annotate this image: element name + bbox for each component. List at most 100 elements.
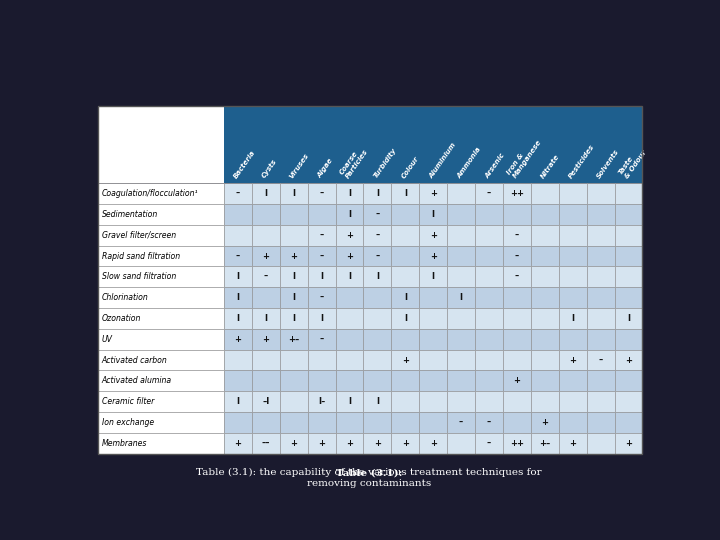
FancyBboxPatch shape: [224, 225, 252, 246]
FancyBboxPatch shape: [224, 329, 252, 349]
Text: ––: ––: [261, 438, 270, 448]
FancyBboxPatch shape: [336, 204, 364, 225]
Text: l: l: [571, 314, 574, 323]
FancyBboxPatch shape: [252, 329, 279, 349]
FancyBboxPatch shape: [447, 204, 475, 225]
Text: +: +: [346, 231, 353, 240]
Text: l–: l–: [318, 397, 325, 406]
FancyBboxPatch shape: [224, 308, 252, 329]
FancyBboxPatch shape: [364, 266, 392, 287]
FancyBboxPatch shape: [364, 329, 392, 349]
Text: –: –: [487, 438, 491, 448]
FancyBboxPatch shape: [99, 370, 224, 391]
FancyBboxPatch shape: [419, 183, 447, 204]
FancyBboxPatch shape: [279, 266, 307, 287]
Text: l: l: [236, 272, 239, 281]
FancyBboxPatch shape: [587, 246, 615, 266]
Text: +: +: [570, 438, 576, 448]
FancyBboxPatch shape: [392, 329, 419, 349]
FancyBboxPatch shape: [503, 204, 531, 225]
FancyBboxPatch shape: [587, 391, 615, 412]
FancyBboxPatch shape: [587, 183, 615, 204]
Text: +: +: [318, 438, 325, 448]
FancyBboxPatch shape: [447, 412, 475, 433]
FancyBboxPatch shape: [447, 287, 475, 308]
Text: +: +: [290, 252, 297, 261]
FancyBboxPatch shape: [307, 266, 336, 287]
FancyBboxPatch shape: [392, 391, 419, 412]
Text: –: –: [235, 252, 240, 261]
FancyBboxPatch shape: [99, 433, 224, 454]
FancyBboxPatch shape: [615, 204, 642, 225]
FancyBboxPatch shape: [503, 433, 531, 454]
Text: +: +: [430, 252, 436, 261]
FancyBboxPatch shape: [336, 412, 364, 433]
Text: UV: UV: [102, 335, 112, 344]
FancyBboxPatch shape: [224, 349, 252, 370]
FancyBboxPatch shape: [252, 391, 279, 412]
FancyBboxPatch shape: [99, 391, 224, 412]
Text: l: l: [292, 189, 295, 198]
Text: ++: ++: [510, 438, 524, 448]
Text: Colour: Colour: [400, 155, 420, 179]
FancyBboxPatch shape: [392, 308, 419, 329]
FancyBboxPatch shape: [307, 329, 336, 349]
FancyBboxPatch shape: [279, 183, 307, 204]
FancyBboxPatch shape: [531, 287, 559, 308]
FancyBboxPatch shape: [447, 370, 475, 391]
FancyBboxPatch shape: [419, 329, 447, 349]
Text: Taste
& Odour: Taste & Odour: [618, 145, 647, 179]
FancyBboxPatch shape: [447, 266, 475, 287]
FancyBboxPatch shape: [475, 391, 503, 412]
FancyBboxPatch shape: [615, 225, 642, 246]
Text: –: –: [459, 418, 463, 427]
Text: Aluminium: Aluminium: [428, 141, 457, 179]
FancyBboxPatch shape: [392, 433, 419, 454]
Text: l: l: [627, 314, 630, 323]
FancyBboxPatch shape: [447, 329, 475, 349]
Text: l: l: [404, 293, 407, 302]
FancyBboxPatch shape: [279, 412, 307, 433]
FancyBboxPatch shape: [252, 412, 279, 433]
FancyBboxPatch shape: [503, 308, 531, 329]
Text: +: +: [262, 335, 269, 344]
FancyBboxPatch shape: [99, 266, 224, 287]
FancyBboxPatch shape: [587, 308, 615, 329]
FancyBboxPatch shape: [364, 287, 392, 308]
Text: +: +: [290, 438, 297, 448]
FancyBboxPatch shape: [559, 246, 587, 266]
FancyBboxPatch shape: [364, 308, 392, 329]
Text: Viruses: Viruses: [289, 152, 310, 179]
FancyBboxPatch shape: [531, 329, 559, 349]
FancyBboxPatch shape: [99, 349, 224, 370]
FancyBboxPatch shape: [364, 391, 392, 412]
Text: l: l: [404, 189, 407, 198]
FancyBboxPatch shape: [419, 266, 447, 287]
FancyBboxPatch shape: [392, 246, 419, 266]
Text: Iron &
Manganese: Iron & Manganese: [506, 134, 543, 179]
FancyBboxPatch shape: [252, 308, 279, 329]
FancyBboxPatch shape: [531, 370, 559, 391]
FancyBboxPatch shape: [559, 183, 587, 204]
FancyBboxPatch shape: [503, 225, 531, 246]
FancyBboxPatch shape: [336, 349, 364, 370]
FancyBboxPatch shape: [475, 433, 503, 454]
FancyBboxPatch shape: [587, 225, 615, 246]
FancyBboxPatch shape: [475, 246, 503, 266]
FancyBboxPatch shape: [559, 204, 587, 225]
Text: l: l: [236, 314, 239, 323]
FancyBboxPatch shape: [447, 246, 475, 266]
Text: –: –: [375, 210, 379, 219]
Text: l: l: [348, 397, 351, 406]
Text: –: –: [515, 252, 519, 261]
FancyBboxPatch shape: [419, 370, 447, 391]
Text: –: –: [264, 272, 268, 281]
Text: +: +: [262, 252, 269, 261]
FancyBboxPatch shape: [475, 225, 503, 246]
FancyBboxPatch shape: [336, 287, 364, 308]
Text: +: +: [430, 438, 436, 448]
FancyBboxPatch shape: [587, 287, 615, 308]
FancyBboxPatch shape: [99, 204, 224, 225]
FancyBboxPatch shape: [364, 183, 392, 204]
Text: Activated carbon: Activated carbon: [102, 355, 168, 364]
